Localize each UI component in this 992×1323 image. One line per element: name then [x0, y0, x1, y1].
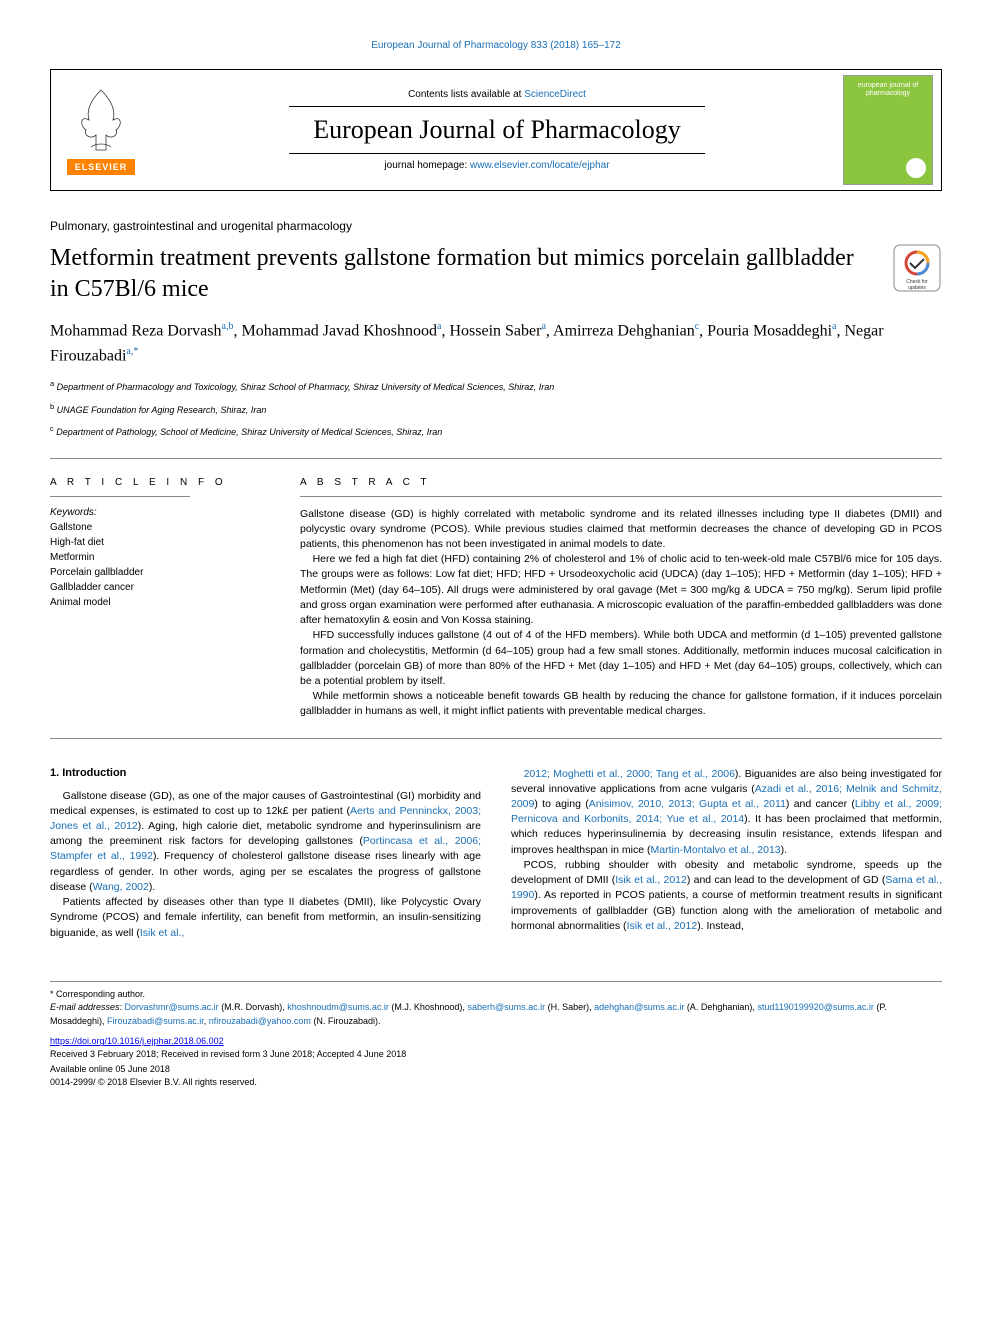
- abstract-paragraph: Here we fed a high fat diet (HFD) contai…: [300, 552, 942, 628]
- body-paragraph: 2012; Moghetti et al., 2000; Tang et al.…: [511, 767, 942, 858]
- contents-prefix: Contents lists available at: [408, 89, 524, 100]
- keyword: High-fat diet: [50, 535, 260, 550]
- affiliation: c Department of Pathology, School of Med…: [50, 423, 942, 440]
- abstract-paragraph: Gallstone disease (GD) is highly correla…: [300, 507, 942, 553]
- check-updates-icon[interactable]: Check for updates: [892, 243, 942, 293]
- column-left: 1. Introduction Gallstone disease (GD), …: [50, 767, 481, 941]
- email-link[interactable]: stud1190199920@sums.ac.ir: [757, 1002, 874, 1012]
- body-paragraph: PCOS, rubbing shoulder with obesity and …: [511, 858, 942, 934]
- homepage-prefix: journal homepage:: [384, 160, 470, 171]
- email-link[interactable]: khoshnoudm@sums.ac.ir: [287, 1002, 389, 1012]
- contents-line: Contents lists available at ScienceDirec…: [151, 89, 843, 100]
- homepage-line: journal homepage: www.elsevier.com/locat…: [151, 160, 843, 171]
- corresponding-author: * Corresponding author.: [50, 988, 942, 1002]
- homepage-link[interactable]: www.elsevier.com/locate/ejphar: [470, 160, 610, 171]
- abstract-heading: A B S T R A C T: [300, 477, 942, 488]
- svg-text:updates: updates: [908, 285, 926, 291]
- elsevier-logo: ELSEVIER: [51, 70, 151, 190]
- body-paragraph: Gallstone disease (GD), as one of the ma…: [50, 789, 481, 896]
- journal-title: European Journal of Pharmacology: [151, 115, 843, 145]
- journal-header: ELSEVIER Contents lists available at Sci…: [50, 69, 942, 191]
- keyword: Metformin: [50, 550, 260, 565]
- history-line: Received 3 February 2018; Received in re…: [50, 1048, 942, 1061]
- copyright-line: 0014-2999/ © 2018 Elsevier B.V. All righ…: [50, 1077, 942, 1087]
- article-info: A R T I C L E I N F O Keywords: Gallston…: [50, 477, 260, 720]
- email-line: E-mail addresses: Dorvashmr@sums.ac.ir (…: [50, 1001, 942, 1028]
- emails: Dorvashmr@sums.ac.ir (M.R. Dorvash), kho…: [50, 1002, 887, 1026]
- email-link[interactable]: Firouzabadi@sums.ac.ir: [107, 1016, 204, 1026]
- body-paragraph: Patients affected by diseases other than…: [50, 895, 481, 941]
- doi-link[interactable]: https://doi.org/10.1016/j.ejphar.2018.06…: [50, 1036, 224, 1046]
- email-link[interactable]: adehghan@sums.ac.ir: [594, 1002, 684, 1012]
- abstract: A B S T R A C T Gallstone disease (GD) i…: [300, 477, 942, 720]
- running-header: European Journal of Pharmacology 833 (20…: [50, 40, 942, 51]
- abstract-paragraph: HFD successfully induces gallstone (4 ou…: [300, 628, 942, 689]
- footnotes: * Corresponding author. E-mail addresses…: [50, 981, 942, 1029]
- keywords-label: Keywords:: [50, 507, 260, 518]
- affiliation: b UNAGE Foundation for Aging Research, S…: [50, 401, 942, 418]
- email-link[interactable]: nfirouzabadi@yahoo.com: [209, 1016, 311, 1026]
- elsevier-wordmark: ELSEVIER: [67, 159, 136, 175]
- journal-cover-logo-icon: [906, 158, 926, 178]
- email-link[interactable]: Dorvashmr@sums.ac.ir: [125, 1002, 219, 1012]
- sciencedirect-link[interactable]: ScienceDirect: [524, 89, 586, 100]
- column-right: 2012; Moghetti et al., 2000; Tang et al.…: [511, 767, 942, 941]
- keyword: Animal model: [50, 595, 260, 610]
- section-label: Pulmonary, gastrointestinal and urogenit…: [50, 219, 942, 233]
- keywords-list: GallstoneHigh-fat dietMetforminPorcelain…: [50, 520, 260, 610]
- authors: Mohammad Reza Dorvasha,b, Mohammad Javad…: [50, 319, 942, 368]
- abstract-paragraph: While metformin shows a noticeable benef…: [300, 689, 942, 719]
- affiliation: a Department of Pharmacology and Toxicol…: [50, 378, 942, 395]
- journal-cover-text: european journal of pharmacology: [844, 76, 932, 105]
- article-info-heading: A R T I C L E I N F O: [50, 477, 260, 488]
- article-title: Metformin treatment prevents gallstone f…: [50, 243, 942, 305]
- available-line: Available online 05 June 2018: [50, 1063, 942, 1076]
- email-prefix: E-mail addresses:: [50, 1002, 125, 1012]
- intro-heading: 1. Introduction: [50, 767, 481, 779]
- keyword: Porcelain gallbladder: [50, 565, 260, 580]
- elsevier-tree-icon: [71, 85, 131, 155]
- keyword: Gallbladder cancer: [50, 580, 260, 595]
- email-link[interactable]: saberh@sums.ac.ir: [467, 1002, 545, 1012]
- keyword: Gallstone: [50, 520, 260, 535]
- journal-cover: european journal of pharmacology: [843, 75, 933, 185]
